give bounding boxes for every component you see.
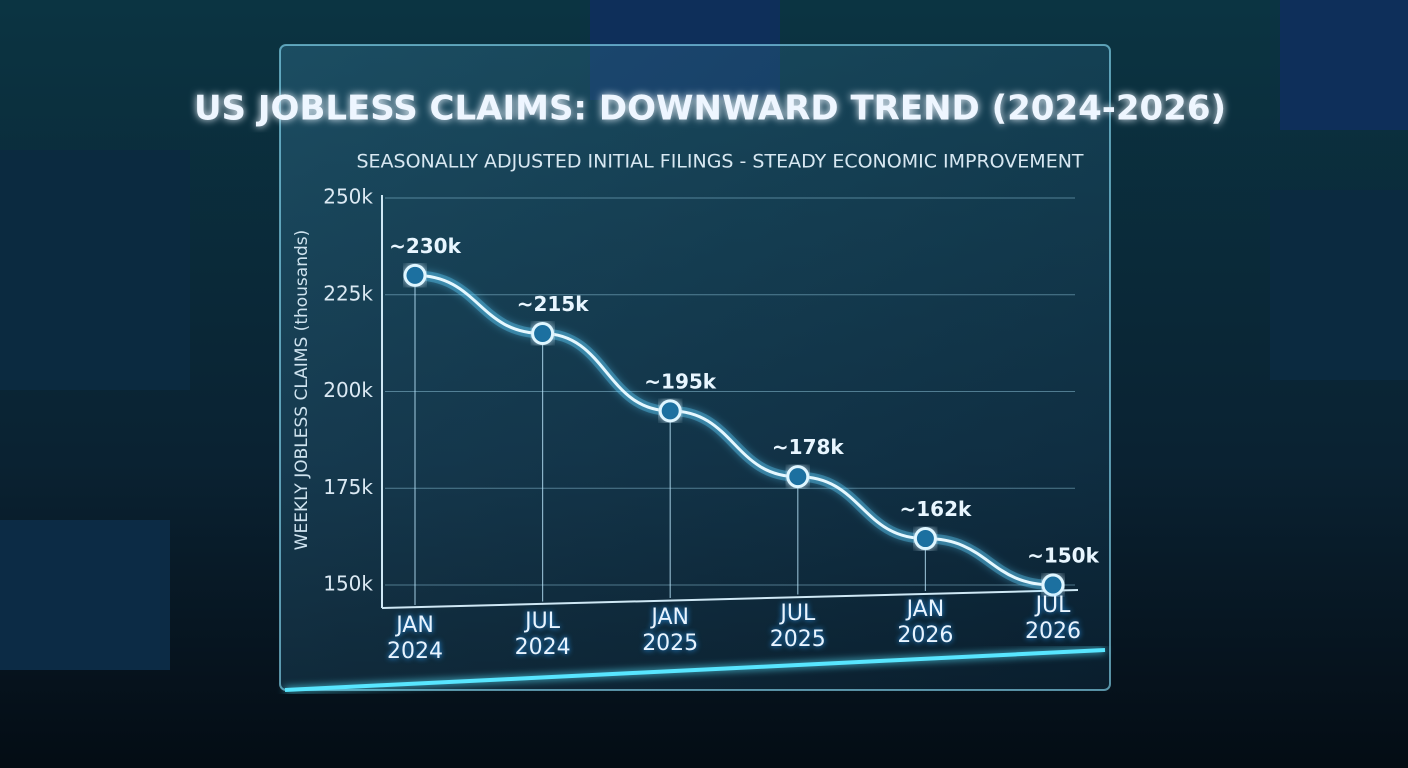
- value-label: ~215k: [517, 292, 590, 316]
- point: [658, 399, 682, 423]
- nyse-banner: [1280, 0, 1408, 130]
- x-tick-label: JUL 2026: [1025, 593, 1081, 644]
- value-label: ~195k: [644, 369, 717, 393]
- x-tick-label: JAN 2024: [387, 613, 443, 664]
- glass-panel: [279, 44, 1111, 691]
- point: [531, 321, 555, 345]
- x-axis: [381, 589, 1079, 609]
- y-tick-label: 150k: [323, 572, 373, 596]
- point: [913, 527, 937, 551]
- point: [786, 465, 810, 489]
- panel-edge: [284, 648, 1106, 692]
- value-label: ~150k: [1027, 544, 1100, 568]
- chart-title: US JOBLESS CLAIMS: DOWNWARD TREND (2024-…: [194, 89, 1226, 129]
- y-axis-label: WEEKLY JOBLESS CLAIMS (thousands): [292, 230, 312, 551]
- x-tick-label: JUL 2024: [514, 609, 571, 660]
- x-tick-label: JAN 2026: [897, 597, 954, 648]
- screen-right: [1270, 190, 1408, 380]
- y-tick-label: 200k: [323, 378, 373, 402]
- y-tick-label: 250k: [323, 185, 373, 209]
- chart-subtitle: SEASONALLY ADJUSTED INITIAL FILINGS - ST…: [356, 151, 1083, 173]
- point: [403, 263, 427, 287]
- x-tick-label: JUL 2025: [769, 601, 826, 652]
- desk: [0, 520, 170, 670]
- point: [1041, 573, 1065, 597]
- x-tick-label: JAN 2025: [642, 605, 699, 656]
- y-tick-label: 175k: [323, 475, 373, 499]
- value-label: ~230k: [389, 234, 462, 258]
- line: [414, 273, 1054, 587]
- y-tick-label: 225k: [323, 281, 373, 305]
- screen-left: [0, 150, 190, 390]
- value-label: ~178k: [772, 435, 845, 459]
- value-label: ~162k: [899, 497, 972, 521]
